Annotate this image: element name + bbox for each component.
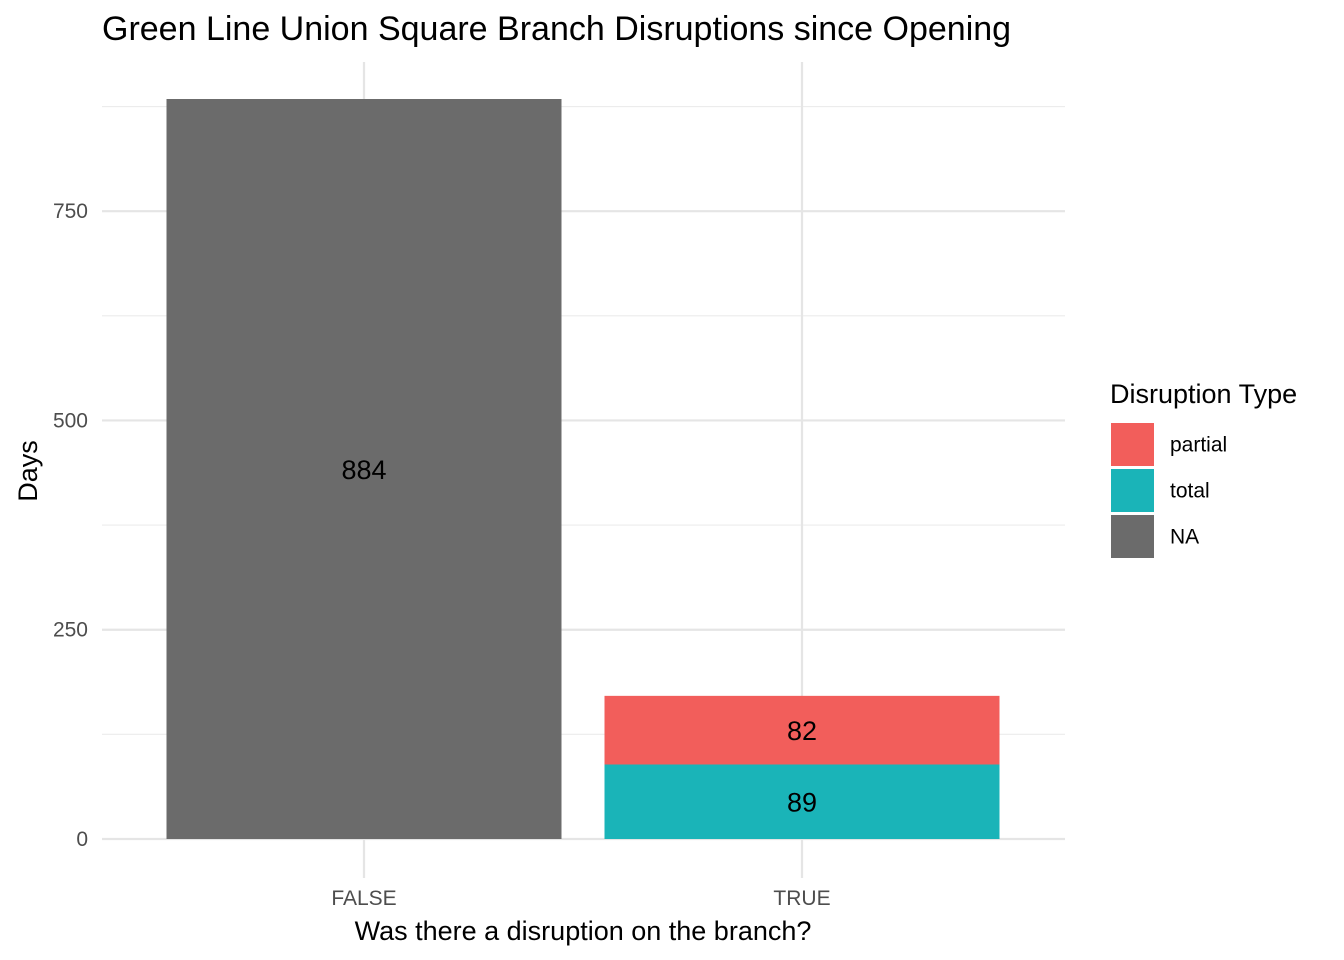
bar-na-false bbox=[166, 99, 562, 839]
bars bbox=[166, 99, 1000, 839]
x-axis-title: Was there a disruption on the branch? bbox=[355, 916, 812, 946]
bar-total-true bbox=[604, 764, 1000, 839]
legend: Disruption Type partial total NA bbox=[1110, 379, 1297, 558]
y-tick-label: 500 bbox=[53, 409, 88, 432]
y-axis-ticks: 0 250 500 750 bbox=[53, 200, 88, 851]
legend-key-na bbox=[1111, 515, 1154, 558]
legend-title: Disruption Type bbox=[1110, 379, 1297, 409]
x-axis-ticks: FALSE TRUE bbox=[331, 887, 830, 910]
y-tick-label: 0 bbox=[76, 828, 88, 851]
data-label: 82 bbox=[787, 716, 817, 746]
legend-key-partial bbox=[1111, 423, 1154, 466]
chart-title: Green Line Union Square Branch Disruptio… bbox=[102, 10, 1011, 48]
x-tick-label: TRUE bbox=[773, 887, 830, 910]
y-axis-title: Days bbox=[13, 440, 43, 502]
legend-label: partial bbox=[1170, 434, 1227, 457]
legend-label: total bbox=[1170, 480, 1210, 503]
data-label: 884 bbox=[341, 455, 386, 485]
data-labels: 884 89 82 bbox=[341, 455, 817, 818]
legend-key-total bbox=[1111, 469, 1154, 512]
data-label: 89 bbox=[787, 788, 817, 818]
legend-label: NA bbox=[1170, 526, 1199, 549]
bar-partial-true bbox=[604, 695, 1000, 765]
x-tick-label: FALSE bbox=[331, 887, 396, 910]
y-tick-label: 750 bbox=[53, 200, 88, 223]
y-tick-label: 250 bbox=[53, 619, 88, 642]
